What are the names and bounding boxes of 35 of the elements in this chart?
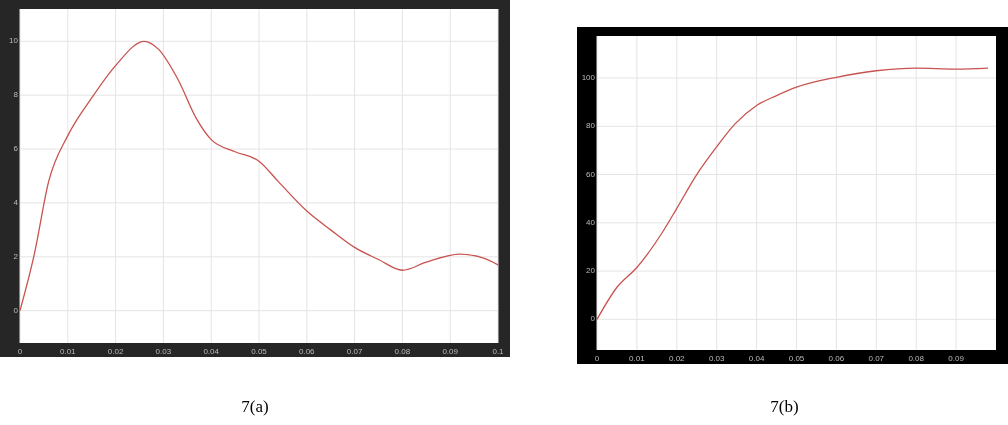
- x-tick-label: 0.03: [155, 347, 172, 356]
- y-tick-label: 10: [9, 36, 19, 46]
- y-tick-label: 40: [586, 217, 596, 227]
- x-tick-label: 0.09: [948, 354, 965, 363]
- x-tick-label: 0.05: [788, 354, 805, 363]
- x-tick-label: 0.01: [629, 354, 646, 363]
- y-tick-label: 80: [586, 121, 596, 131]
- y-tick-label: 20: [586, 266, 596, 276]
- x-tick-label: 0.02: [669, 354, 686, 363]
- x-tick-label: 0.04: [748, 354, 765, 363]
- x-tick-label: 0.06: [828, 354, 845, 363]
- x-tick-label: 0.04: [203, 347, 220, 356]
- y-tick-label: 6: [13, 144, 19, 154]
- y-tick-label: 8: [13, 90, 19, 100]
- text: 7(a): [241, 397, 269, 416]
- text: 7(b): [770, 397, 799, 416]
- x-tick-label: 0.02: [107, 347, 124, 356]
- x-tick-label: 0.05: [251, 347, 268, 356]
- x-tick-label: 0.08: [394, 347, 411, 356]
- y-tick-label: 4: [13, 198, 19, 208]
- x-tick-label: 0.01: [60, 347, 77, 356]
- line-series: [19, 40, 499, 312]
- y-tick-label: 100: [581, 73, 596, 83]
- x-tick-label: 0.08: [908, 354, 925, 363]
- x-tick-label: 0.09: [442, 347, 459, 356]
- x-tick-label: 0.03: [708, 354, 726, 363]
- x-tick-label: 0.06: [299, 347, 316, 356]
- y-tick-label: 60: [586, 169, 596, 179]
- x-tick-label: 0.1: [492, 347, 505, 356]
- y-tick-label: 2: [13, 251, 19, 261]
- y-tick-label: 0: [13, 305, 19, 315]
- x-tick-label: 0.07: [346, 347, 363, 356]
- line-series: [596, 67, 989, 320]
- y-tick-label: 0: [590, 314, 596, 324]
- x-tick-label: 0.07: [868, 354, 885, 363]
